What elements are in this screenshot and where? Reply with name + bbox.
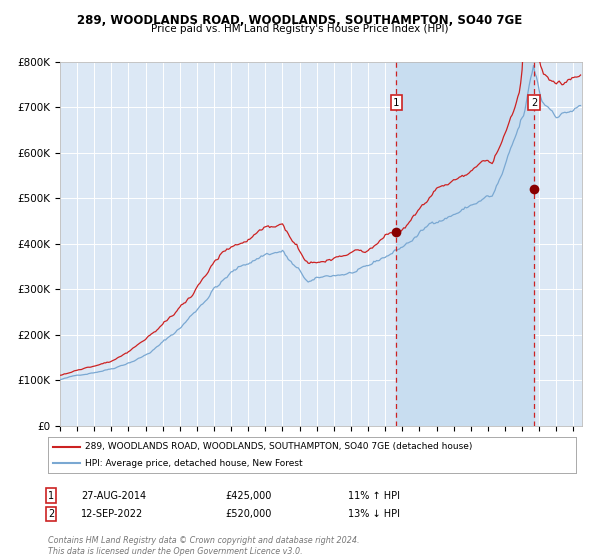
Bar	[397, 62, 534, 426]
Text: 12-SEP-2022: 12-SEP-2022	[81, 509, 143, 519]
Text: 11% ↑ HPI: 11% ↑ HPI	[348, 491, 400, 501]
Text: 13% ↓ HPI: 13% ↓ HPI	[348, 509, 400, 519]
Text: £425,000: £425,000	[225, 491, 271, 501]
Text: HPI: Average price, detached house, New Forest: HPI: Average price, detached house, New …	[85, 459, 302, 468]
Text: 289, WOODLANDS ROAD, WOODLANDS, SOUTHAMPTON, SO40 7GE (detached house): 289, WOODLANDS ROAD, WOODLANDS, SOUTHAMP…	[85, 442, 472, 451]
Text: 2: 2	[531, 97, 537, 108]
Text: 1: 1	[48, 491, 54, 501]
Text: 2: 2	[48, 509, 54, 519]
Text: £520,000: £520,000	[225, 509, 271, 519]
Text: 27-AUG-2014: 27-AUG-2014	[81, 491, 146, 501]
Text: Contains HM Land Registry data © Crown copyright and database right 2024.
This d: Contains HM Land Registry data © Crown c…	[48, 536, 359, 556]
Text: Price paid vs. HM Land Registry's House Price Index (HPI): Price paid vs. HM Land Registry's House …	[151, 24, 449, 34]
Text: 289, WOODLANDS ROAD, WOODLANDS, SOUTHAMPTON, SO40 7GE: 289, WOODLANDS ROAD, WOODLANDS, SOUTHAMP…	[77, 14, 523, 27]
Text: 1: 1	[393, 97, 400, 108]
